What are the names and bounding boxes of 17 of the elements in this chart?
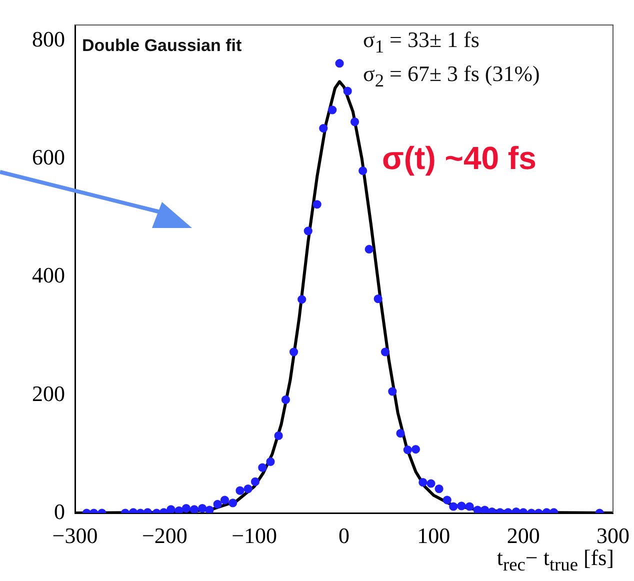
y-tick-label: 0 (54, 498, 65, 524)
annotation: σ(t) ~40 fs (382, 140, 536, 177)
x-tick-label: 0 (338, 522, 350, 548)
annotation: Double Gaussian fit (82, 36, 242, 56)
x-tick-label: −100 (232, 522, 278, 548)
x-tick-label: −200 (142, 522, 188, 548)
x-tick-label: −300 (52, 522, 98, 548)
x-tick-label: 200 (506, 522, 540, 548)
y-tick-label: 800 (32, 26, 65, 52)
x-tick-label: 100 (417, 522, 450, 548)
y-tick-label: 200 (32, 380, 65, 406)
y-tick-label: 400 (32, 262, 65, 288)
x-axis-title: t$_{rec}$− t$_{true}$ [fs] (496, 545, 614, 574)
x-tick-label: 300 (596, 522, 630, 548)
annotation: σ$_{2}$ = 67± 3 fs (31%) (363, 61, 540, 92)
y-tick-label: 600 (32, 144, 65, 170)
annotation: σ$_{1}$ = 33± 1 fs (363, 27, 480, 58)
